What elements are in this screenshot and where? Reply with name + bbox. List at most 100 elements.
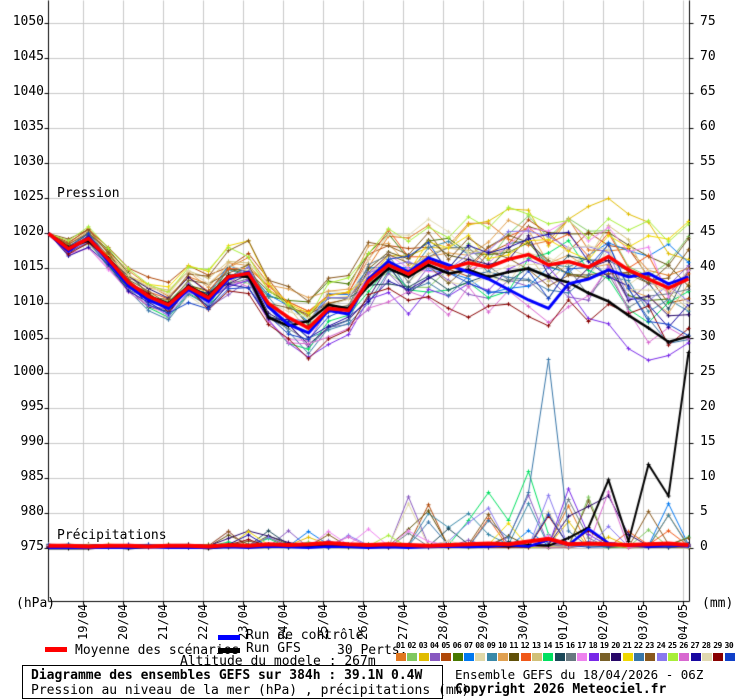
- chart-title: Diagramme des ensembles GEFS sur 384h : …: [31, 668, 423, 683]
- y-axis-label-pressure: 1050: [12, 14, 44, 29]
- y-axis-label-precip: 50: [700, 189, 716, 204]
- member-number: 26: [679, 641, 688, 650]
- perturbation-item: 17: [577, 640, 588, 661]
- y-axis-label-precip: 40: [700, 259, 716, 274]
- y-axis-label-precip: 25: [700, 364, 716, 379]
- perts-count-label: 30 Perts.: [337, 643, 408, 658]
- member-number: 22: [633, 641, 643, 650]
- member-number: 14: [543, 641, 552, 650]
- member-number: 13: [531, 641, 541, 650]
- run-info: Ensemble GEFS du 18/04/2026 - 06Z: [455, 667, 704, 682]
- member-number: 05: [441, 641, 450, 650]
- x-axis-label: 02/05: [596, 603, 610, 640]
- member-color-swatch: [531, 653, 542, 661]
- perturbation-item: 14: [543, 640, 554, 661]
- member-color-swatch: [599, 653, 610, 661]
- y-axis-label-pressure: 1000: [12, 364, 44, 379]
- member-number: 30: [724, 641, 734, 650]
- chart-subtitle: Pression au niveau de la mer (hPa) , pré…: [31, 683, 470, 698]
- perturbation-item: 20: [611, 640, 622, 661]
- perturbation-item: 03: [418, 640, 430, 661]
- y-axis-label-precip: 75: [700, 14, 716, 29]
- perturbation-item: 18: [588, 640, 600, 661]
- y-axis-label-precip: 70: [700, 49, 716, 64]
- member-color-swatch: [701, 653, 712, 661]
- y-axis-label-pressure: 1015: [12, 259, 44, 274]
- perturbation-item: 22: [633, 640, 645, 661]
- x-axis-label: 27/04: [396, 603, 410, 640]
- mean-line-swatch: [45, 647, 67, 652]
- member-color-swatch: [577, 653, 588, 661]
- member-number: 17: [577, 641, 586, 650]
- member-color-swatch: [679, 653, 690, 661]
- member-number: 24: [656, 641, 666, 650]
- perturbation-item: 07: [463, 640, 475, 661]
- member-number: 18: [588, 641, 598, 650]
- pressure-section-label: Pression: [57, 186, 120, 201]
- chart-canvas: [0, 0, 740, 612]
- perturbation-item: 09: [486, 640, 498, 661]
- member-number: 11: [509, 641, 518, 650]
- y-axis-label-precip: 10: [700, 469, 716, 484]
- perturbation-item: 24: [656, 640, 668, 661]
- perturbation-item: 10: [497, 640, 509, 661]
- member-color-swatch: [396, 653, 406, 661]
- perturbation-item: 21: [622, 640, 634, 661]
- member-number: 03: [418, 641, 428, 650]
- member-number: 08: [475, 641, 484, 650]
- y-axis-label-pressure: 1045: [12, 49, 44, 64]
- member-number: 07: [463, 641, 473, 650]
- x-axis-label: 29/04: [476, 603, 490, 640]
- y-axis-label-pressure: 1030: [12, 154, 44, 169]
- chart-title-box: Diagramme des ensembles GEFS sur 384h : …: [22, 665, 469, 699]
- perturbation-item: 04: [429, 640, 441, 661]
- member-number: 19: [599, 641, 609, 650]
- member-number: 28: [701, 641, 711, 650]
- y-axis-label-precip: 0: [700, 539, 708, 554]
- y-axis-label-pressure: 990: [20, 434, 44, 449]
- perturbation-item: 19: [599, 640, 611, 661]
- y-axis-label-precip: 20: [700, 399, 716, 414]
- member-color-swatch: [407, 653, 418, 661]
- perturbation-item: 30: [724, 640, 736, 661]
- y-axis-label-pressure: 980: [20, 504, 44, 519]
- perturbation-item: 08: [475, 640, 486, 661]
- member-color-swatch: [418, 653, 429, 661]
- perturbation-item: 23: [645, 640, 656, 661]
- right-axis-unit: (mm): [702, 596, 734, 611]
- control-line-label: Run de contrôle: [246, 628, 364, 643]
- member-color-swatch: [463, 653, 474, 661]
- member-color-swatch: [543, 653, 554, 661]
- perturbation-item: 29: [713, 640, 724, 661]
- member-number: 23: [645, 641, 654, 650]
- member-number: 27: [690, 641, 700, 650]
- member-color-swatch: [713, 653, 724, 661]
- member-number: 15: [554, 641, 564, 650]
- member-color-swatch: [486, 653, 497, 661]
- y-axis-label-pressure: 1010: [12, 294, 44, 309]
- perturbation-item: 06: [452, 640, 464, 661]
- x-axis-label: 22/04: [196, 603, 210, 640]
- y-axis-label-pressure: 975: [20, 539, 44, 554]
- perturbation-item: 26: [679, 640, 690, 661]
- member-color-swatch: [622, 653, 633, 661]
- perturbation-item: 02: [407, 640, 418, 661]
- x-axis-label: 21/04: [156, 603, 170, 640]
- member-color-swatch: [724, 653, 735, 661]
- perturbation-item: 05: [441, 640, 452, 661]
- y-axis-label-precip: 30: [700, 329, 716, 344]
- member-color-swatch: [509, 653, 520, 661]
- x-axis-label: 03/05: [636, 603, 650, 640]
- member-number: 12: [520, 641, 530, 650]
- member-color-swatch: [656, 653, 667, 661]
- member-number: 02: [407, 641, 416, 650]
- mean-line-label: Moyenne des scénarios: [75, 643, 240, 658]
- member-number: 06: [452, 641, 462, 650]
- member-color-swatch: [690, 653, 701, 661]
- precipitation-section-label: Précipitations: [57, 528, 167, 543]
- perturbation-legend: 01 02 03 04 05 06 07 08 09 10 11 12 13 14 15 16 17 18 19 20…: [396, 640, 736, 661]
- control-line-swatch: [218, 635, 240, 640]
- member-color-swatch: [475, 653, 486, 661]
- x-axis-label: 19/04: [76, 603, 90, 640]
